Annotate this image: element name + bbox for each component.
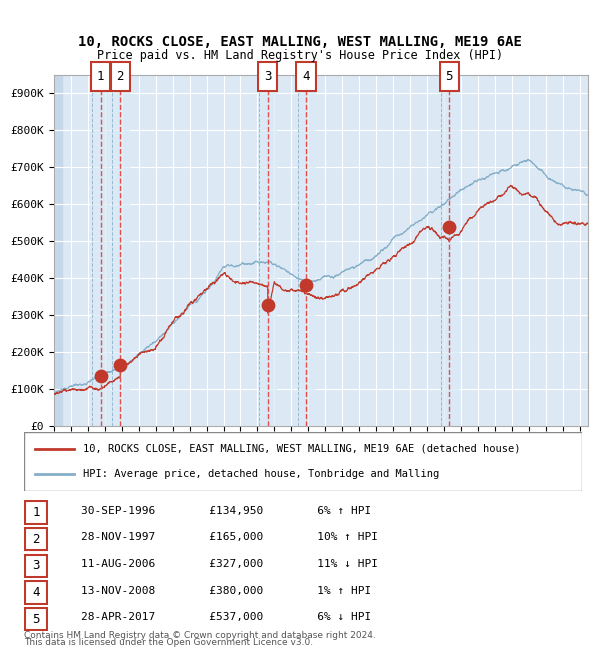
Text: 5: 5: [446, 70, 453, 83]
Text: 10, ROCKS CLOSE, EAST MALLING, WEST MALLING, ME19 6AE: 10, ROCKS CLOSE, EAST MALLING, WEST MALL…: [78, 34, 522, 49]
Text: 30-SEP-1996        £134,950        6% ↑ HPI: 30-SEP-1996 £134,950 6% ↑ HPI: [54, 506, 371, 515]
Text: Contains HM Land Registry data © Crown copyright and database right 2024.: Contains HM Land Registry data © Crown c…: [24, 630, 376, 640]
Text: 13-NOV-2008        £380,000        1% ↑ HPI: 13-NOV-2008 £380,000 1% ↑ HPI: [54, 586, 371, 595]
FancyBboxPatch shape: [91, 62, 110, 90]
FancyBboxPatch shape: [25, 554, 47, 577]
Text: 28-NOV-1997        £165,000        10% ↑ HPI: 28-NOV-1997 £165,000 10% ↑ HPI: [54, 532, 378, 542]
Text: 2: 2: [116, 70, 124, 83]
Bar: [54, 75, 62, 426]
Text: 1: 1: [32, 506, 40, 519]
Text: 4: 4: [302, 70, 310, 83]
FancyBboxPatch shape: [110, 62, 130, 90]
Text: 3: 3: [264, 70, 272, 83]
Text: HPI: Average price, detached house, Tonbridge and Malling: HPI: Average price, detached house, Tonb…: [83, 469, 439, 479]
FancyBboxPatch shape: [440, 62, 459, 90]
Text: 2: 2: [32, 533, 40, 546]
Text: 10, ROCKS CLOSE, EAST MALLING, WEST MALLING, ME19 6AE (detached house): 10, ROCKS CLOSE, EAST MALLING, WEST MALL…: [83, 444, 520, 454]
Text: Price paid vs. HM Land Registry's House Price Index (HPI): Price paid vs. HM Land Registry's House …: [97, 49, 503, 62]
Bar: [92, 75, 109, 426]
Bar: [441, 75, 458, 426]
FancyBboxPatch shape: [25, 581, 47, 604]
Point: [445, 222, 454, 233]
Bar: [259, 75, 276, 426]
Point: [301, 280, 311, 291]
FancyBboxPatch shape: [296, 62, 316, 90]
Text: 1: 1: [97, 70, 104, 83]
Text: 28-APR-2017        £537,000        6% ↓ HPI: 28-APR-2017 £537,000 6% ↓ HPI: [54, 612, 371, 622]
Bar: [112, 75, 129, 426]
FancyBboxPatch shape: [24, 432, 582, 491]
Point: [115, 359, 125, 370]
FancyBboxPatch shape: [25, 501, 47, 524]
Point: [263, 300, 272, 310]
Point: [96, 370, 106, 381]
Text: 11-AUG-2006        £327,000        11% ↓ HPI: 11-AUG-2006 £327,000 11% ↓ HPI: [54, 559, 378, 569]
Text: 5: 5: [32, 612, 40, 625]
Text: 3: 3: [32, 559, 40, 572]
Text: This data is licensed under the Open Government Licence v3.0.: This data is licensed under the Open Gov…: [24, 638, 313, 647]
FancyBboxPatch shape: [25, 528, 47, 551]
Text: 4: 4: [32, 586, 40, 599]
FancyBboxPatch shape: [25, 608, 47, 630]
Bar: [298, 75, 314, 426]
FancyBboxPatch shape: [258, 62, 277, 90]
